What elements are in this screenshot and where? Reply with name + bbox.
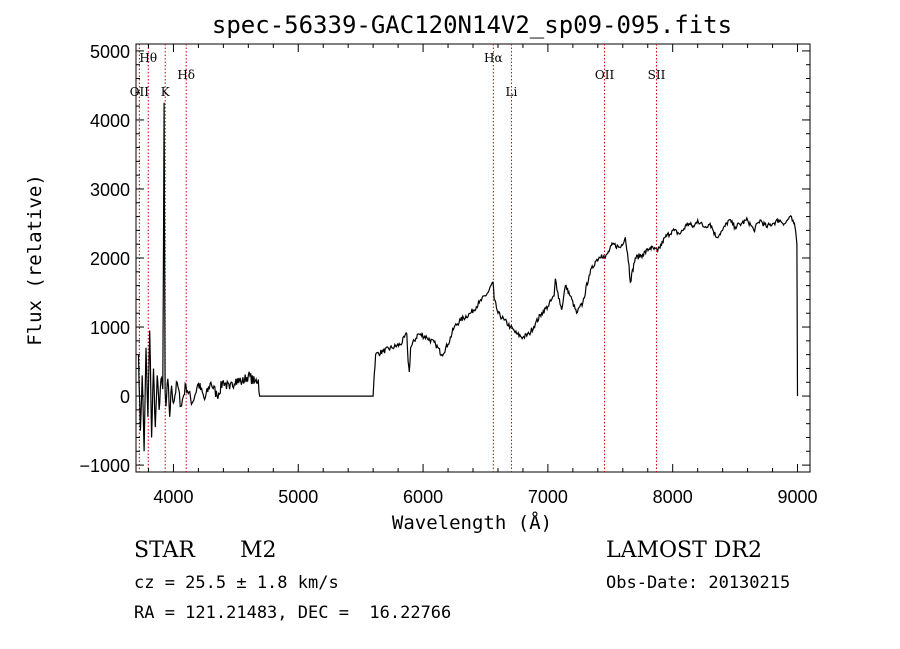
line-marker-label-2: K (161, 85, 171, 99)
chart-title: spec-56339-GAC120N14V2_sp09-095.fits (212, 11, 732, 39)
x-tick-label-0: 4000 (153, 487, 193, 507)
y-tick-label-0: −1000 (79, 456, 130, 476)
spectrum-line (137, 102, 799, 452)
object-subclass: M2 (240, 538, 277, 563)
y-tick-label-4: 3000 (90, 180, 130, 200)
plot-frame (135, 43, 811, 473)
x-tick-label-4: 8000 (653, 487, 693, 507)
axis-ticks: 4000 5000 6000 7000 8000 9000 −1000 0 1000 2000 30… (79, 42, 817, 507)
object-class: STAR (134, 538, 195, 563)
line-marker-label-4: Hα (484, 51, 503, 65)
line-marker-label-7: SII (648, 68, 666, 82)
line-marker-label-0: Hθ (139, 51, 157, 65)
y-tick-label-3: 2000 (90, 249, 130, 269)
coordinates-readout: RA = 121.21483, DEC = 16.22766 (134, 603, 452, 623)
x-tick-label-1: 5000 (278, 487, 318, 507)
redshift-readout: cz = 25.5 ± 1.8 km/s (134, 573, 339, 593)
x-axis-label: Wavelength (Å) (392, 511, 552, 534)
y-axis-label: Flux (relative) (24, 174, 46, 346)
y-tick-label-2: 1000 (90, 318, 130, 338)
y-tick-label-1: 0 (120, 387, 130, 407)
observation-date: Obs-Date: 20130215 (606, 573, 791, 593)
line-marker-label-3: Hδ (177, 68, 195, 82)
line-marker-label-5: Li (506, 85, 518, 99)
line-marker-label-6: OII (595, 68, 615, 82)
x-tick-label-5: 9000 (777, 487, 817, 507)
survey-name: LAMOST DR2 (606, 538, 762, 563)
x-tick-label-2: 6000 (403, 487, 443, 507)
x-tick-label-3: 7000 (528, 487, 568, 507)
y-tick-label-5: 4000 (90, 111, 130, 131)
y-tick-label-6: 5000 (90, 42, 130, 62)
